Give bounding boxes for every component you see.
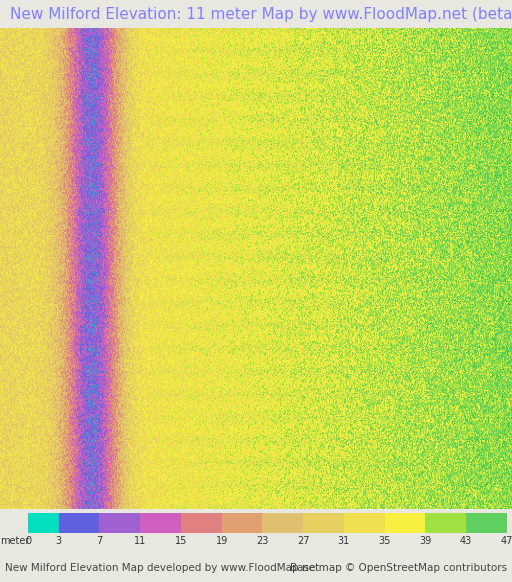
FancyBboxPatch shape xyxy=(466,513,507,534)
FancyBboxPatch shape xyxy=(425,513,466,534)
Text: 35: 35 xyxy=(378,535,391,546)
Text: 7: 7 xyxy=(96,535,102,546)
Text: meter: meter xyxy=(0,535,29,546)
Text: 43: 43 xyxy=(460,535,472,546)
FancyBboxPatch shape xyxy=(59,513,99,534)
Text: 27: 27 xyxy=(297,535,309,546)
Text: New Milford Elevation Map developed by www.FloodMap.net: New Milford Elevation Map developed by w… xyxy=(5,563,319,573)
FancyBboxPatch shape xyxy=(140,513,181,534)
Text: New Milford Elevation: 11 meter Map by www.FloodMap.net (beta): New Milford Elevation: 11 meter Map by w… xyxy=(10,6,512,22)
Text: 11: 11 xyxy=(134,535,146,546)
Text: 39: 39 xyxy=(419,535,432,546)
Text: 19: 19 xyxy=(216,535,228,546)
FancyBboxPatch shape xyxy=(385,513,425,534)
FancyBboxPatch shape xyxy=(263,513,303,534)
FancyBboxPatch shape xyxy=(181,513,222,534)
Text: 15: 15 xyxy=(175,535,187,546)
Text: 23: 23 xyxy=(256,535,269,546)
FancyBboxPatch shape xyxy=(303,513,344,534)
FancyBboxPatch shape xyxy=(222,513,263,534)
Text: 31: 31 xyxy=(338,535,350,546)
Text: 3: 3 xyxy=(56,535,62,546)
Text: 47: 47 xyxy=(501,535,512,546)
Text: Base map © OpenStreetMap contributors: Base map © OpenStreetMap contributors xyxy=(290,563,507,573)
FancyBboxPatch shape xyxy=(28,513,59,534)
FancyBboxPatch shape xyxy=(99,513,140,534)
FancyBboxPatch shape xyxy=(344,513,385,534)
Text: 0: 0 xyxy=(25,535,31,546)
